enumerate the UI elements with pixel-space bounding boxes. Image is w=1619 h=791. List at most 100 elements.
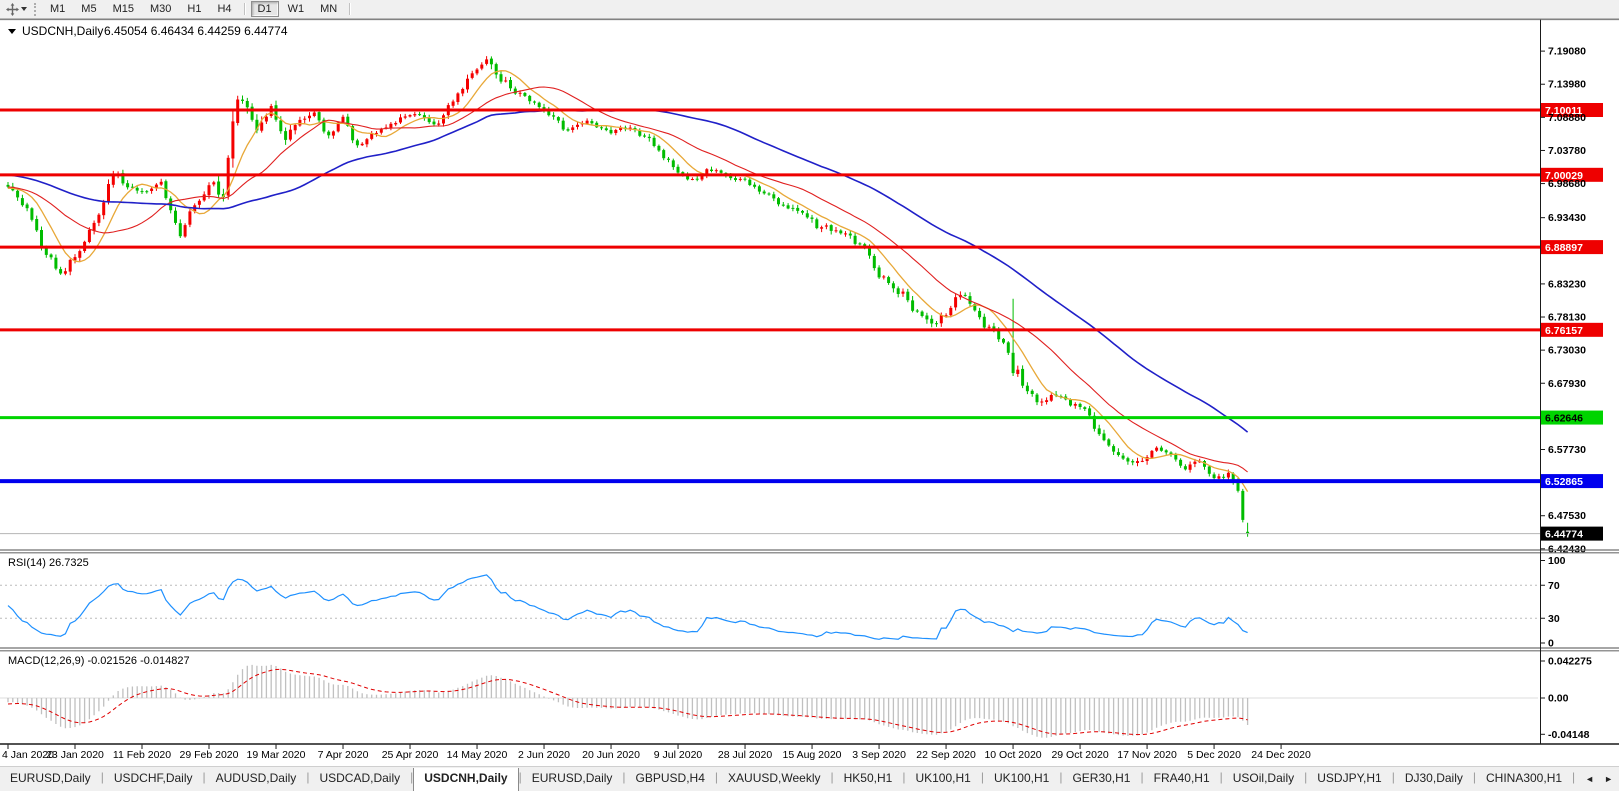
- date-label: 28 Jul 2020: [718, 749, 772, 761]
- top-toolbar: M1 M5 M15 M30 H1 H4 D1 W1 MN: [0, 0, 1619, 19]
- axis-price-label: 7.19080: [1548, 46, 1586, 58]
- date-label: 10 Oct 2020: [984, 749, 1041, 761]
- tab-separator: |: [1304, 770, 1308, 784]
- date-label: 15 Aug 2020: [783, 749, 842, 761]
- tab-separator: |: [1572, 770, 1576, 784]
- date-label: 14 May 2020: [447, 749, 508, 761]
- chart-canvas[interactable]: 7.10011 7.00029 6.88897 6.76157 6.62646 6.528…: [0, 19, 1619, 766]
- move-cursor-icon[interactable]: [4, 2, 20, 16]
- rsi-indicator-label: RSI(14) 26.7325: [8, 557, 89, 569]
- tab-usdjpy-h1[interactable]: USDJPY,H1: [1317, 771, 1382, 785]
- tab-usdcnh-daily[interactable]: USDCNH,Daily: [413, 768, 519, 791]
- axis-price-label: 6.57730: [1548, 444, 1586, 456]
- tab-uk100-h1[interactable]: UK100,H1: [993, 771, 1050, 785]
- tab-usoil-daily[interactable]: USOil,Daily: [1232, 771, 1295, 785]
- collapse-arrow-icon[interactable]: [8, 29, 16, 34]
- tab-separator: |: [518, 770, 522, 784]
- timeframe-button-m30[interactable]: M30: [143, 1, 178, 17]
- toolbar-separator: [243, 3, 246, 15]
- price-tag-label: 7.10011: [1545, 105, 1583, 117]
- chart-title-ohlc: 6.45054 6.46434 6.44259 6.44774: [104, 24, 288, 38]
- tab-xauusd-weekly[interactable]: XAUUSD,Weekly: [728, 771, 821, 785]
- timeframe-button-h1[interactable]: H1: [180, 1, 208, 17]
- macd-axis-label: -0.04148: [1548, 729, 1590, 741]
- macd-axis-label: 0.00: [1548, 693, 1569, 705]
- price-tag-label: 6.76157: [1545, 325, 1583, 337]
- timeframe-button-m1[interactable]: M1: [43, 1, 72, 17]
- tab-gbpusd-h4[interactable]: GBPUSD,H4: [635, 771, 705, 785]
- tab-eurusd-daily[interactable]: EURUSD,Daily: [10, 771, 91, 785]
- tab-scroll-arrows: ◄ ►: [1579, 767, 1619, 791]
- tab-hk50-h1[interactable]: HK50,H1: [843, 771, 893, 785]
- date-label: 9 Jul 2020: [654, 749, 703, 761]
- dropdown-arrow-icon[interactable]: [21, 7, 27, 11]
- tab-uk100-h1[interactable]: UK100,H1: [915, 771, 971, 785]
- axis-price-label: 6.42430: [1548, 543, 1586, 555]
- tab-separator: |: [1391, 770, 1395, 784]
- macd-signal-line: [7, 668, 1248, 736]
- date-label: 19 Mar 2020: [247, 749, 306, 761]
- chart-tab-bar: EURUSD,Daily | USDCHF,Daily | AUDUSD,Daily | U…: [0, 766, 1619, 791]
- rsi-axis-label: 70: [1548, 580, 1560, 592]
- tab-scroll-left-icon[interactable]: ◄: [1585, 774, 1595, 784]
- tab-separator: |: [1219, 770, 1223, 784]
- timeframe-button-mn[interactable]: MN: [313, 1, 344, 17]
- chart-title-symbol: USDCNH,Daily: [22, 24, 103, 38]
- chart-tabs: EURUSD,Daily | USDCHF,Daily | AUDUSD,Daily | U…: [0, 767, 1619, 791]
- price-tag-box: [1541, 322, 1603, 337]
- rsi-axis-label: 0: [1548, 638, 1554, 650]
- date-label: 25 Apr 2020: [382, 749, 439, 761]
- timeframe-button-m15[interactable]: M15: [106, 1, 141, 17]
- tab-separator: |: [1059, 770, 1063, 784]
- macd-indicator-label: MACD(12,26,9) -0.021526 -0.014827: [8, 655, 190, 667]
- date-label: 5 Dec 2020: [1187, 749, 1241, 761]
- axis-price-label: 6.83230: [1548, 278, 1586, 290]
- tab-separator: |: [830, 770, 834, 784]
- current-price-tag-label: 6.44774: [1545, 529, 1583, 541]
- tab-separator: |: [1472, 770, 1476, 784]
- toolbar-grip[interactable]: [34, 2, 36, 16]
- tab-audusd-daily[interactable]: AUDUSD,Daily: [215, 771, 297, 785]
- axis-price-label: 7.03780: [1548, 145, 1586, 157]
- current-price-tag-box: [1541, 526, 1603, 541]
- axis-price-label: 7.13980: [1548, 79, 1586, 91]
- tab-dj30-daily[interactable]: DJ30,Daily: [1404, 771, 1463, 785]
- tab-separator: |: [902, 770, 906, 784]
- timeframe-button-h4[interactable]: H4: [210, 1, 238, 17]
- date-label: 20 Jun 2020: [582, 749, 640, 761]
- tab-separator: |: [622, 770, 626, 784]
- price-tag-box: [1541, 474, 1603, 489]
- tab-ger30-h1[interactable]: GER30,H1: [1072, 771, 1131, 785]
- tab-china300-h1[interactable]: CHINA300,H1: [1486, 771, 1563, 785]
- price-tag-label: 6.88897: [1545, 242, 1583, 254]
- rsi-axis-label: 30: [1548, 613, 1560, 625]
- tab-eurusd-daily[interactable]: EURUSD,Daily: [531, 771, 613, 785]
- down-candle-wicks: [7, 56, 1249, 537]
- timeframe-button-w1[interactable]: W1: [281, 1, 312, 17]
- axis-price-label: 6.98680: [1548, 178, 1586, 190]
- date-label: 24 Dec 2020: [1251, 749, 1311, 761]
- tab-separator: |: [1140, 770, 1144, 784]
- price-tag-label: 6.52865: [1545, 476, 1583, 488]
- chart-background: [0, 19, 1619, 766]
- tab-separator: |: [714, 770, 719, 784]
- axis-price-label: 7.08880: [1548, 112, 1586, 124]
- tab-usdchf-daily[interactable]: USDCHF,Daily: [113, 771, 193, 785]
- ma-medium-line: [7, 86, 1248, 473]
- axis-price-label: 6.67930: [1548, 378, 1586, 390]
- price-tag-label: 7.00029: [1545, 170, 1583, 182]
- tab-fra40-h1[interactable]: FRA40,H1: [1153, 771, 1210, 785]
- timeframe-button-m5[interactable]: M5: [74, 1, 103, 17]
- macd-histogram: [7, 664, 1249, 738]
- date-label: 29 Oct 2020: [1051, 749, 1108, 761]
- date-label: 23 Jan 2020: [46, 749, 104, 761]
- price-tag-box: [1541, 103, 1603, 117]
- axis-price-label: 6.78130: [1548, 312, 1586, 324]
- tab-separator: |: [306, 770, 310, 784]
- tab-separator: |: [100, 770, 104, 784]
- timeframe-button-group: M1 M5 M15 M30 H1 H4 D1 W1 MN: [42, 1, 355, 17]
- rsi-axis-label: 100: [1548, 555, 1566, 567]
- tab-usdcad-daily[interactable]: USDCAD,Daily: [319, 771, 401, 785]
- tab-scroll-right-icon[interactable]: ►: [1604, 774, 1613, 784]
- timeframe-button-d1[interactable]: D1: [250, 1, 279, 17]
